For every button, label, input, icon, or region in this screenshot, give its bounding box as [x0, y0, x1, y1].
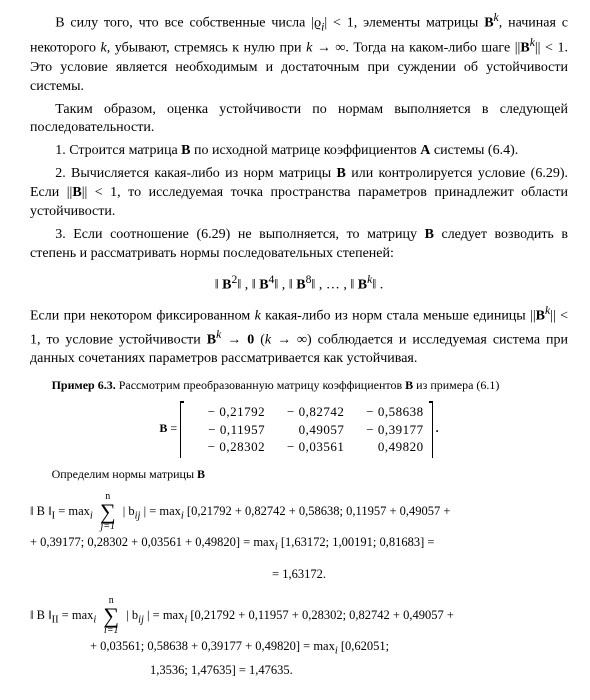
matrix-cell: 0,49057 [268, 421, 344, 439]
example-header: Пример 6.3. Рассмотрим преобразованную м… [30, 377, 568, 393]
text: = 1,63172. [272, 567, 326, 581]
text: i [90, 510, 93, 521]
text: | = max [144, 608, 184, 622]
sum-bot: j=1 [101, 521, 116, 532]
text: i [93, 614, 96, 625]
text: Если при некотором фиксированном [30, 309, 255, 324]
text: какая-либо из норм стала меньше единицы … [261, 309, 536, 324]
sum-bot: i=1 [104, 625, 119, 636]
norm-1-result: = 1,63172. [30, 564, 568, 584]
text: = max [59, 608, 94, 622]
lhs: ‖ B ‖II [30, 608, 59, 622]
matrix-bracket: − 0,21792 − 0,82742 − 0,58638 − 0,11957 … [180, 401, 433, 458]
text: . Тогда на каком-либо шаге || [345, 41, 520, 56]
matrix-B: B [181, 143, 190, 158]
text: [0,62051; [338, 639, 389, 653]
powers-line: ‖ B2‖ , ‖ B4‖ , ‖ B8‖ , … , ‖ Bk‖ . [30, 272, 568, 296]
text: | b [123, 504, 135, 518]
lhs: ‖ B ‖I [30, 504, 55, 518]
norm-1: ‖ B ‖I = maxi n ∑ j=1 | bij | = maxi [0,… [30, 492, 568, 584]
text: Таким образом, оценка устойчивости по но… [30, 102, 568, 136]
text: 1. Строится матрица [55, 143, 181, 158]
text: , убывают, стремясь к нулю при [107, 41, 306, 56]
norm-1-line-2: + 0,39177; 0,28302 + 0,03561 + 0,49820] … [30, 532, 568, 556]
text: ( [254, 332, 265, 347]
norm-2-line-1: ‖ B ‖II = maxi n ∑ i=1 | bij | = maxi [0… [30, 596, 568, 636]
norm-1-line-1: ‖ B ‖I = maxi n ∑ j=1 | bij | = maxi [0,… [30, 492, 568, 532]
limit: k → ∞ [265, 332, 307, 347]
matrix-cell: − 0,39177 [348, 421, 424, 439]
matrix-cell: − 0,28302 [189, 438, 265, 456]
text: = max [55, 504, 90, 518]
text: [0,21792 + 0,11957 + 0,28302; 0,82742 + … [187, 608, 454, 622]
matrix-cell: − 0,82742 [268, 403, 344, 421]
text: → [221, 332, 247, 347]
text: + 0,39177; 0,28302 + 0,03561 + 0,49820] … [30, 535, 275, 549]
paragraph-3: Если при некотором фиксированном k какая… [30, 303, 568, 369]
matrix-B: B [222, 277, 231, 292]
page: В силу того, что все собственные числа |… [0, 0, 590, 700]
sum-symbol: n ∑ i=1 [103, 596, 119, 636]
matrix-cell: − 0,03561 [268, 438, 344, 456]
matrix-B: B [358, 277, 367, 292]
step-2: 2. Вычисляется какая-либо из норм матриц… [30, 165, 568, 222]
matrix-cell: − 0,21792 [189, 403, 265, 421]
text: | b [126, 608, 138, 622]
text: 2. Вычисляется какая-либо из норм матриц… [55, 166, 336, 181]
text: ‖ , ‖ [237, 277, 259, 292]
text: [0,21792 + 0,82742 + 0,58638; 0,11957 + … [184, 504, 451, 518]
text: В силу того, что все собственные числа |… [55, 16, 321, 31]
text: ‖ , … , ‖ [311, 277, 357, 292]
paragraph-1: В силу того, что все собственные числа |… [30, 10, 568, 97]
norm-2: ‖ B ‖II = maxi n ∑ i=1 | bij | = maxi [0… [30, 596, 568, 680]
matrix-B: B [72, 185, 81, 200]
text: ‖ . [372, 277, 383, 292]
matrix-B: B [337, 166, 346, 181]
norm-2-line-2: + 0,03561; 0,58638 + 0,39177 + 0,49820] … [30, 636, 568, 660]
matrix-row: − 0,28302 − 0,03561 0,49820 [189, 438, 424, 456]
text: системы (6.4). [430, 143, 518, 158]
matrix-row: − 0,11957 0,49057 − 0,39177 [189, 421, 424, 439]
paragraph-2: Таким образом, оценка устойчивости по но… [30, 101, 568, 139]
matrix-B: B [520, 41, 529, 56]
step-3: 3. Если соотношение (6.29) не выполняетс… [30, 226, 568, 264]
matrix-B: B [207, 332, 216, 347]
matrix-B: B [484, 16, 493, 31]
text: Рассмотрим преобразованную матрицу коэфф… [116, 378, 405, 392]
equals: = [167, 421, 180, 435]
matrix-B: B [197, 467, 205, 481]
matrix-equation: B = − 0,21792 − 0,82742 − 0,58638 − 0,11… [30, 401, 568, 458]
text: || < 1, то исследуемая точка пространств… [30, 185, 568, 219]
matrix-B: B [425, 227, 434, 242]
text: Определим нормы матрицы [52, 467, 197, 481]
matrix-cell: 0,49820 [348, 438, 424, 456]
text: 1,3536; 1,47635] = 1,47635. [150, 663, 293, 677]
text: | < 1, элементы матрицы [324, 16, 484, 31]
text: 3. Если соотношение (6.29) не выполняетс… [55, 227, 424, 242]
matrix-A: A [420, 143, 430, 158]
text: | = max [140, 504, 180, 518]
text: по исходной матрице коэффициентов [191, 143, 421, 158]
example-label: Пример 6.3. [52, 378, 116, 392]
matrix-cell: − 0,11957 [189, 421, 265, 439]
step-1: 1. Строится матрица B по исходной матриц… [30, 142, 568, 161]
limit: k → ∞ [306, 41, 345, 56]
text: ‖ , ‖ [274, 277, 296, 292]
matrix-B: B [296, 277, 305, 292]
sum-symbol: n ∑ j=1 [100, 492, 116, 532]
matrix-row: − 0,21792 − 0,82742 − 0,58638 [189, 403, 424, 421]
matrix-B: B [536, 309, 545, 324]
text: [1,63172; 1,00191; 0,81683] = [278, 535, 435, 549]
text: из примера (6.1) [413, 378, 499, 392]
norms-intro: Определим нормы матрицы B [30, 466, 568, 482]
text: + 0,03561; 0,58638 + 0,39177 + 0,49820] … [90, 639, 335, 653]
norm-2-result: 1,3536; 1,47635] = 1,47635. [30, 660, 568, 680]
matrix-B: B [405, 378, 413, 392]
matrix-B: B [259, 277, 268, 292]
matrix-cell: − 0,58638 [348, 403, 424, 421]
